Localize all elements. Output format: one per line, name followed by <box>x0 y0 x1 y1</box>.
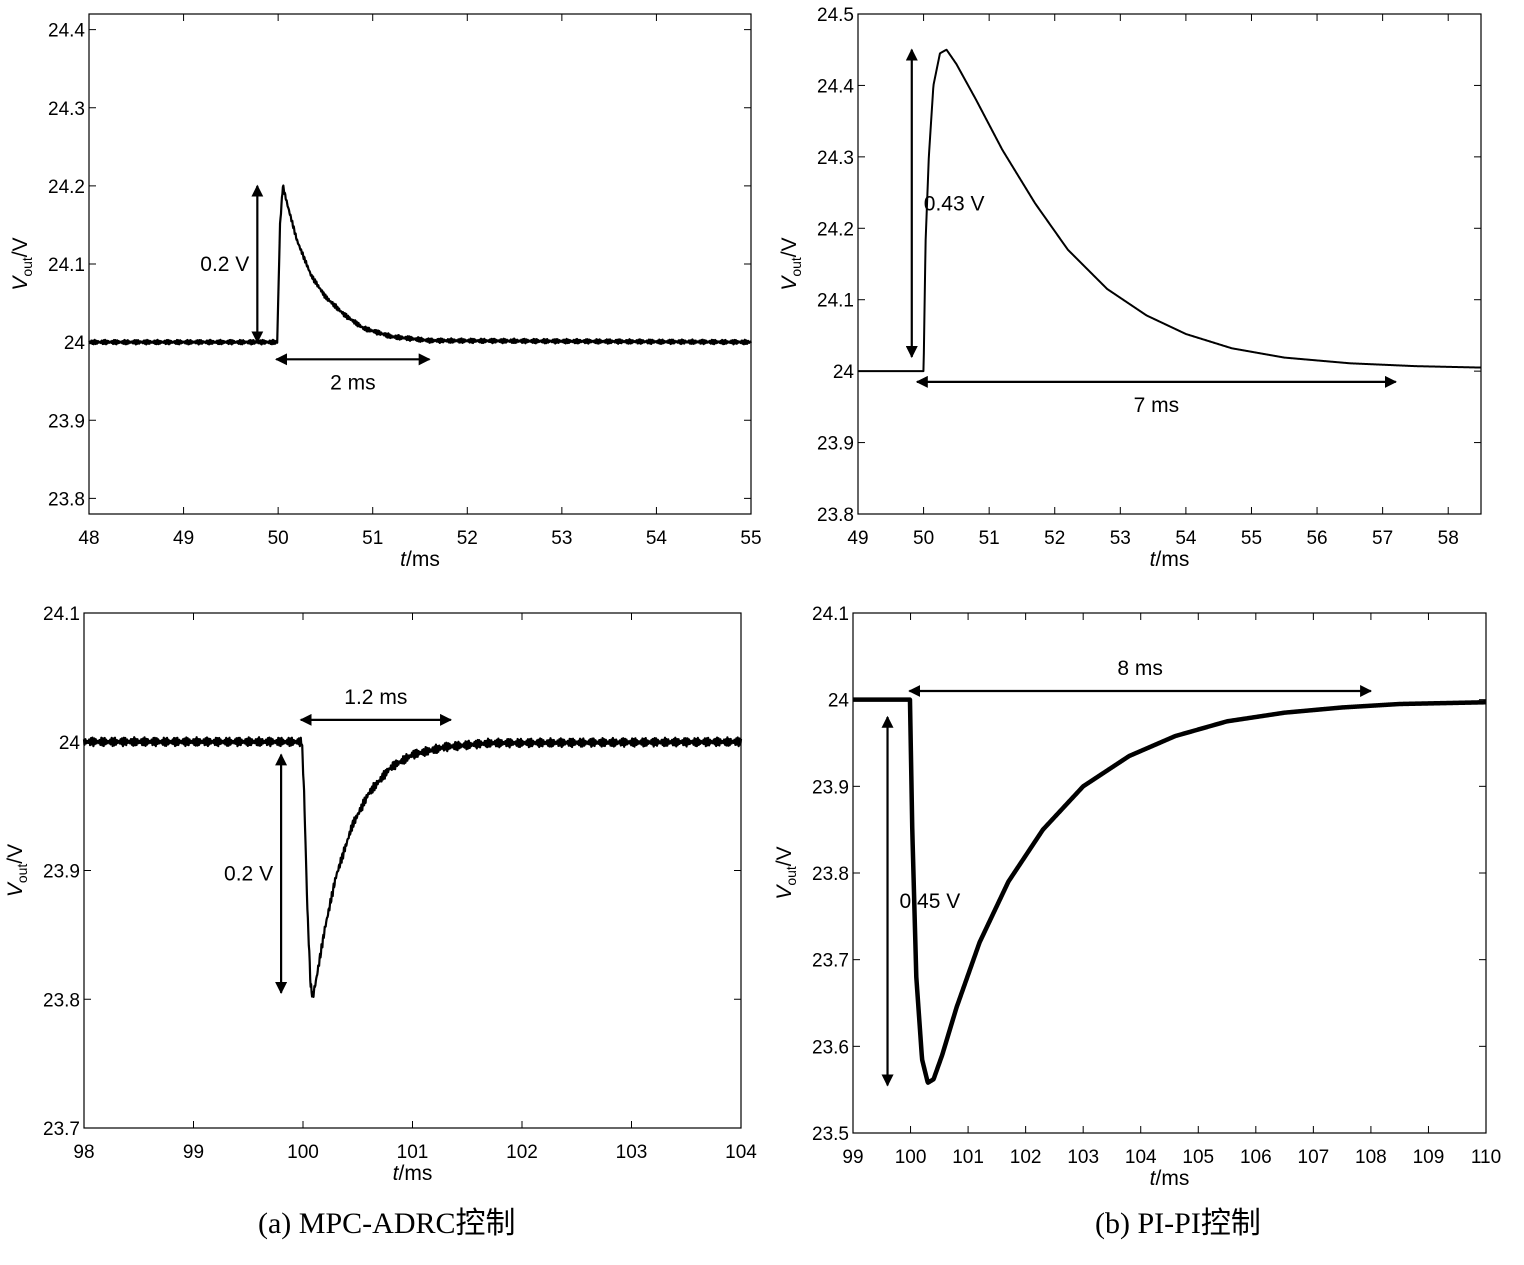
x-tick-label: 50 <box>913 528 934 549</box>
x-tick-label: 53 <box>551 528 572 549</box>
plot-frame <box>857 13 1482 515</box>
chart-a-bottom: 98 99 100 101 102 103 104 23.7 23.8 23.9 24 24.1 t/m… <box>4 604 757 1185</box>
x-tick-label: 104 <box>725 1142 757 1163</box>
x-tick-label: 49 <box>173 528 194 549</box>
x-tick-label: 103 <box>1067 1147 1099 1168</box>
delta-v-label: 0.43 V <box>924 192 985 215</box>
x-tick-label: 52 <box>457 528 478 549</box>
y-tick-label: 24 <box>59 733 81 754</box>
delta-v-label: 0.45 V <box>900 890 961 913</box>
y-tick-label: 24.3 <box>48 99 85 120</box>
x-tick-label: 100 <box>287 1142 319 1163</box>
x-tick-label: 100 <box>895 1147 927 1168</box>
x-tick-label: 103 <box>616 1142 648 1163</box>
y-tick-label: 23.8 <box>817 505 854 526</box>
y-tick-label: 24.2 <box>817 219 854 240</box>
x-tick-label: 102 <box>506 1142 538 1163</box>
y-tick-label: 23.7 <box>43 1119 80 1140</box>
settling-time-label: 2 ms <box>330 371 376 394</box>
y-tick-label: 23.8 <box>48 489 85 510</box>
series-line <box>857 48 1482 373</box>
x-tick-label: 48 <box>78 528 99 549</box>
caption-left: (a) MPC-ADRC控制 <box>258 1207 516 1240</box>
y-tick-label: 24.1 <box>48 255 85 276</box>
plot-frame <box>88 13 752 515</box>
y-tick-label: 24 <box>64 333 86 354</box>
x-tick-label: 54 <box>1175 528 1197 549</box>
chart-a-top: 48 49 50 51 52 53 54 55 23.8 23.9 24 24.1 24.2 24.3 24… <box>9 13 762 571</box>
y-tick-label: 24.1 <box>817 291 854 312</box>
x-tick-label: 53 <box>1110 528 1131 549</box>
x-tick-label: 105 <box>1182 1147 1214 1168</box>
y-axis-label: Vout/V <box>778 237 804 290</box>
y-axis-label: Vout/V <box>773 846 799 899</box>
x-tick-label: 51 <box>979 528 1000 549</box>
y-tick-label: 23.8 <box>43 990 80 1011</box>
y-tick-label: 24 <box>833 362 855 383</box>
x-tick-label: 51 <box>362 528 383 549</box>
x-axis-label: t/ms <box>1150 1167 1190 1190</box>
x-tick-label: 108 <box>1355 1147 1387 1168</box>
series-line <box>88 184 752 346</box>
x-tick-label: 109 <box>1413 1147 1445 1168</box>
delta-v-label: 0.2 V <box>224 863 273 886</box>
x-tick-label: 55 <box>1241 528 1262 549</box>
y-tick-label: 24.1 <box>812 604 849 625</box>
settling-time-label: 8 ms <box>1117 657 1163 680</box>
chart-b-top: 49 50 51 52 53 54 55 56 57 58 23.8 23.9 24 24.1 24.2 24… <box>778 5 1482 571</box>
x-tick-label: 50 <box>268 528 289 549</box>
series-line <box>851 697 1488 1085</box>
x-tick-label: 54 <box>646 528 668 549</box>
y-tick-label: 24.4 <box>48 21 85 42</box>
x-tick-label: 107 <box>1298 1147 1330 1168</box>
x-tick-label: 58 <box>1438 528 1459 549</box>
x-tick-label: 49 <box>847 528 868 549</box>
x-tick-label: 57 <box>1372 528 1393 549</box>
y-tick-label: 24.2 <box>48 177 85 198</box>
x-tick-label: 101 <box>952 1147 984 1168</box>
x-tick-label: 52 <box>1044 528 1065 549</box>
x-tick-label: 98 <box>73 1142 94 1163</box>
settling-time-label: 1.2 ms <box>344 686 407 709</box>
x-tick-label: 104 <box>1125 1147 1157 1168</box>
y-tick-label: 24.4 <box>817 76 854 97</box>
y-axis-label: Vout/V <box>4 844 30 897</box>
y-tick-label: 23.9 <box>48 411 85 432</box>
y-tick-label: 24.5 <box>817 5 854 26</box>
y-tick-label: 23.6 <box>812 1037 849 1058</box>
y-tick-label: 23.5 <box>812 1124 849 1145</box>
y-tick-label: 24 <box>828 691 850 712</box>
plot-frame <box>83 612 742 1129</box>
chart-b-bottom: 99 100 101 102 103 104 105 106 107 108 109 110 23.5 2… <box>773 604 1501 1190</box>
y-tick-label: 24.3 <box>817 148 854 169</box>
y-tick-label: 24.1 <box>43 604 80 625</box>
x-tick-label: 101 <box>397 1142 429 1163</box>
y-tick-label: 23.9 <box>43 862 80 883</box>
delta-v-label: 0.2 V <box>200 253 249 276</box>
x-tick-label: 99 <box>842 1147 863 1168</box>
x-tick-label: 99 <box>183 1142 204 1163</box>
x-tick-label: 55 <box>740 528 761 549</box>
settling-time-label: 7 ms <box>1134 394 1180 417</box>
x-axis-label: t/ms <box>1150 548 1190 571</box>
series-line <box>82 736 743 998</box>
x-tick-label: 56 <box>1306 528 1327 549</box>
x-tick-label: 102 <box>1010 1147 1042 1168</box>
x-axis-label: t/ms <box>393 1162 433 1185</box>
y-tick-label: 23.9 <box>817 434 854 455</box>
y-tick-label: 23.9 <box>812 777 849 798</box>
y-axis-label: Vout/V <box>9 237 35 290</box>
x-tick-label: 110 <box>1471 1147 1501 1168</box>
x-axis-label: t/ms <box>400 548 440 571</box>
x-tick-label: 106 <box>1240 1147 1272 1168</box>
caption-right: (b) PI-PI控制 <box>1095 1207 1261 1240</box>
y-tick-label: 23.7 <box>812 951 849 972</box>
y-tick-label: 23.8 <box>812 864 849 885</box>
